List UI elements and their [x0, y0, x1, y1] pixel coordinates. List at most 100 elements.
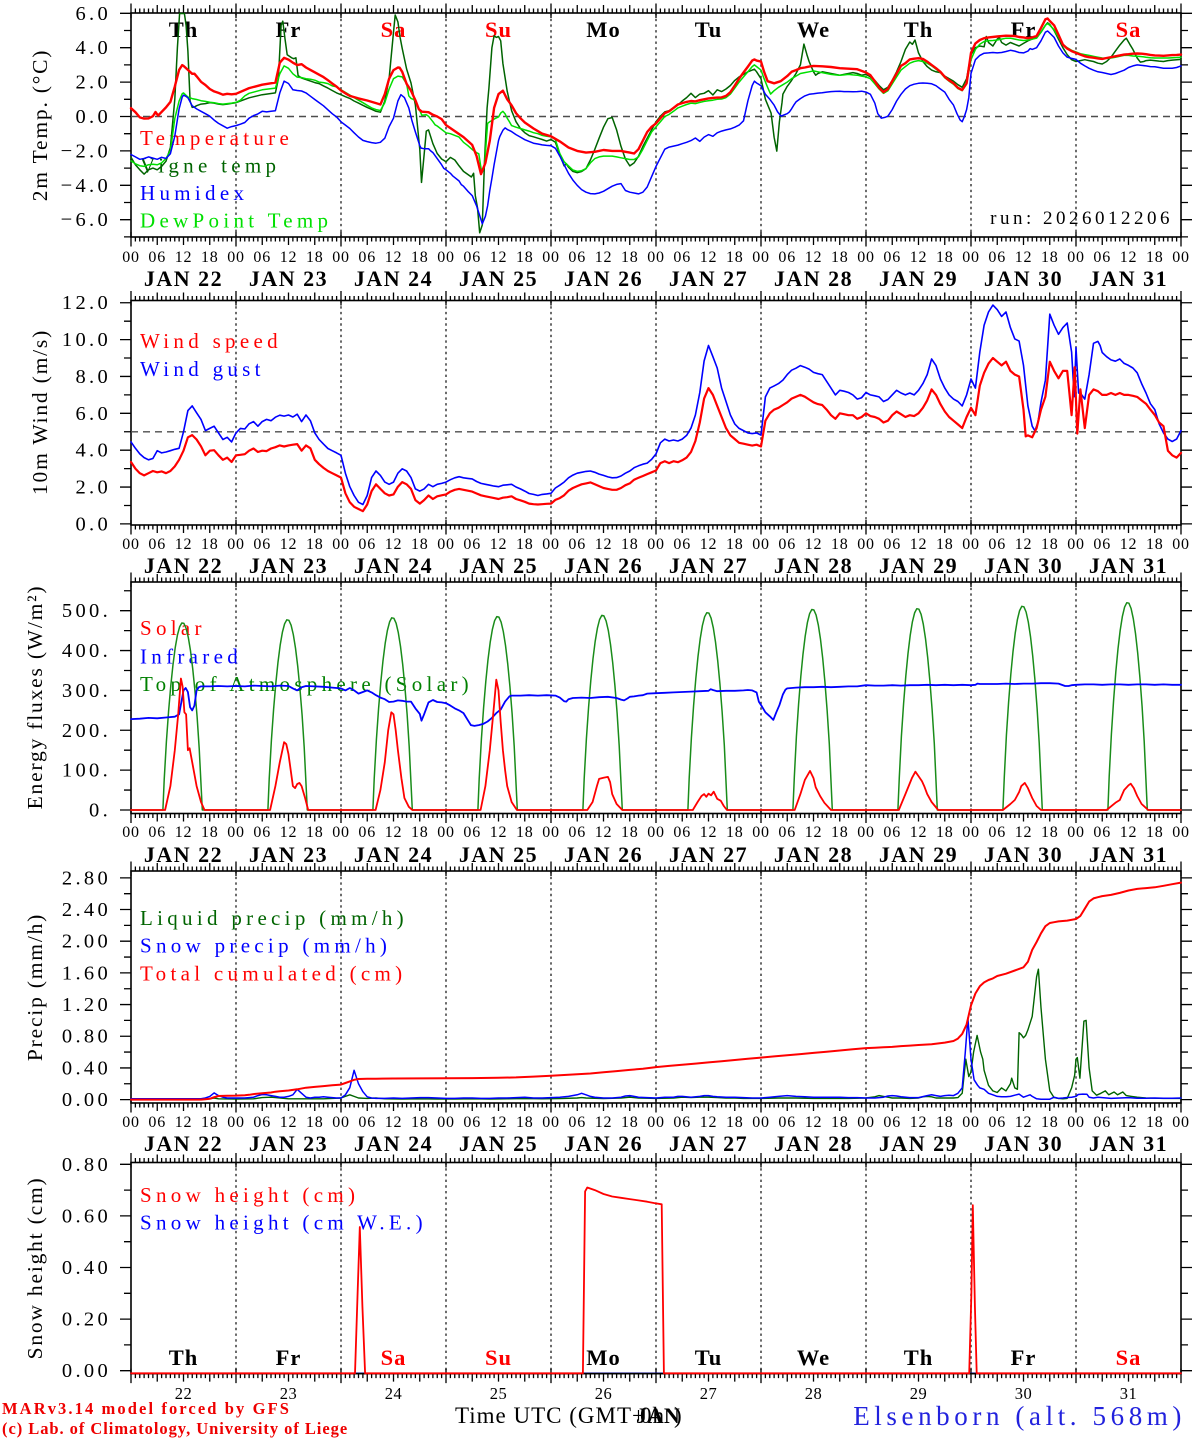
svg-text:Humidex: Humidex: [140, 181, 248, 205]
svg-text:Su: Su: [485, 17, 512, 42]
svg-text:06: 06: [148, 249, 166, 266]
svg-text:−2.0: −2.0: [61, 140, 111, 162]
svg-text:DewPoint Temp: DewPoint Temp: [140, 209, 332, 233]
svg-text:12: 12: [1120, 1114, 1138, 1131]
svg-text:00: 00: [332, 1114, 350, 1131]
svg-text:12: 12: [490, 1114, 508, 1131]
svg-text:00: 00: [122, 824, 140, 841]
svg-text:18: 18: [411, 1114, 429, 1131]
svg-text:0h: 0h: [640, 1403, 665, 1428]
svg-text:0.20: 0.20: [62, 1309, 111, 1331]
svg-text:18: 18: [1146, 1114, 1164, 1131]
svg-text:Wind gust: Wind gust: [140, 357, 265, 381]
svg-text:12: 12: [700, 1114, 718, 1131]
svg-text:JAN 28: JAN 28: [774, 266, 853, 291]
svg-text:Sa: Sa: [1116, 17, 1142, 42]
svg-text:06: 06: [253, 536, 271, 553]
svg-text:0.80: 0.80: [62, 1154, 111, 1176]
svg-text:18: 18: [1146, 824, 1164, 841]
svg-text:Liquid precip (mm/h): Liquid precip (mm/h): [140, 906, 408, 930]
svg-text:JAN 26: JAN 26: [564, 1131, 643, 1156]
svg-text:06: 06: [358, 249, 376, 266]
svg-text:12: 12: [910, 249, 928, 266]
svg-text:JAN 27: JAN 27: [669, 1131, 748, 1156]
svg-text:00: 00: [962, 1114, 980, 1131]
svg-text:06: 06: [673, 249, 691, 266]
svg-text:18: 18: [831, 249, 849, 266]
svg-text:JAN 22: JAN 22: [144, 1131, 223, 1156]
svg-text:18: 18: [201, 249, 219, 266]
svg-text:2m Temp. (°C): 2m Temp. (°C): [28, 49, 52, 202]
svg-text:12: 12: [175, 1114, 193, 1131]
svg-text:18: 18: [621, 1114, 639, 1131]
svg-text:06: 06: [883, 824, 901, 841]
svg-text:200.: 200.: [62, 720, 111, 742]
svg-text:Mo: Mo: [586, 1345, 621, 1370]
svg-text:12: 12: [280, 249, 298, 266]
svg-text:18: 18: [516, 1114, 534, 1131]
svg-text:Snow height (cm): Snow height (cm): [23, 1177, 47, 1360]
svg-text:MARv3.14 model forced by GFS: MARv3.14 model forced by GFS: [2, 1399, 291, 1418]
svg-text:0.0: 0.0: [75, 513, 111, 535]
svg-text:JAN 25: JAN 25: [459, 553, 538, 578]
svg-text:06: 06: [568, 249, 586, 266]
svg-text:31: 31: [1120, 1384, 1138, 1403]
svg-text:JAN 24: JAN 24: [354, 842, 433, 867]
svg-text:12: 12: [595, 536, 613, 553]
svg-text:25: 25: [490, 1384, 508, 1403]
svg-text:Fr: Fr: [276, 17, 302, 42]
svg-text:12: 12: [175, 536, 193, 553]
svg-text:06: 06: [1093, 249, 1111, 266]
svg-text:JAN 23: JAN 23: [249, 842, 328, 867]
svg-text:JAN 26: JAN 26: [564, 553, 643, 578]
svg-text:Precip (mm/h): Precip (mm/h): [23, 913, 47, 1061]
svg-text:00: 00: [1172, 824, 1190, 841]
svg-text:6.0: 6.0: [75, 403, 111, 425]
svg-text:2.00: 2.00: [62, 931, 111, 953]
svg-text:JAN 31: JAN 31: [1089, 842, 1168, 867]
svg-text:0.00: 0.00: [62, 1089, 111, 1111]
svg-text:−6.0: −6.0: [61, 209, 111, 231]
svg-text:JAN 22: JAN 22: [144, 266, 223, 291]
svg-text:JAN 28: JAN 28: [774, 1131, 853, 1156]
svg-text:29: 29: [910, 1384, 928, 1403]
svg-text:06: 06: [568, 1114, 586, 1131]
svg-text:18: 18: [936, 824, 954, 841]
svg-text:00: 00: [1067, 536, 1085, 553]
svg-text:500.: 500.: [62, 600, 111, 622]
svg-text:JAN 26: JAN 26: [564, 266, 643, 291]
svg-text:06: 06: [358, 1114, 376, 1131]
svg-text:JAN 30: JAN 30: [984, 842, 1063, 867]
svg-text:Tu: Tu: [695, 17, 722, 42]
svg-text:0.60: 0.60: [62, 1205, 111, 1227]
svg-text:00: 00: [752, 824, 770, 841]
svg-text:28: 28: [805, 1384, 823, 1403]
svg-text:4.0: 4.0: [75, 440, 111, 462]
svg-text:12: 12: [385, 824, 403, 841]
svg-text:JAN 23: JAN 23: [249, 553, 328, 578]
svg-text:00: 00: [857, 249, 875, 266]
svg-text:18: 18: [1041, 1114, 1059, 1131]
svg-text:18: 18: [831, 824, 849, 841]
svg-text:18: 18: [936, 249, 954, 266]
svg-text:12: 12: [280, 1114, 298, 1131]
svg-text:Total cumulated (cm): Total cumulated (cm): [140, 962, 406, 986]
svg-text:6.0: 6.0: [75, 3, 111, 25]
svg-text:12: 12: [385, 249, 403, 266]
svg-text:1.20: 1.20: [62, 994, 111, 1016]
svg-text:12: 12: [805, 824, 823, 841]
svg-text:06: 06: [253, 824, 271, 841]
svg-text:00: 00: [647, 536, 665, 553]
svg-text:1.60: 1.60: [62, 962, 111, 984]
svg-text:JAN 31: JAN 31: [1089, 553, 1168, 578]
svg-text:00: 00: [857, 536, 875, 553]
svg-text:0.0: 0.0: [75, 106, 111, 128]
svg-text:JAN 27: JAN 27: [669, 553, 748, 578]
svg-text:18: 18: [726, 1114, 744, 1131]
svg-text:JAN 25: JAN 25: [459, 266, 538, 291]
svg-text:06: 06: [778, 824, 796, 841]
svg-text:12: 12: [1120, 536, 1138, 553]
svg-text:12: 12: [700, 824, 718, 841]
svg-text:JAN 30: JAN 30: [984, 553, 1063, 578]
svg-text:18: 18: [201, 536, 219, 553]
